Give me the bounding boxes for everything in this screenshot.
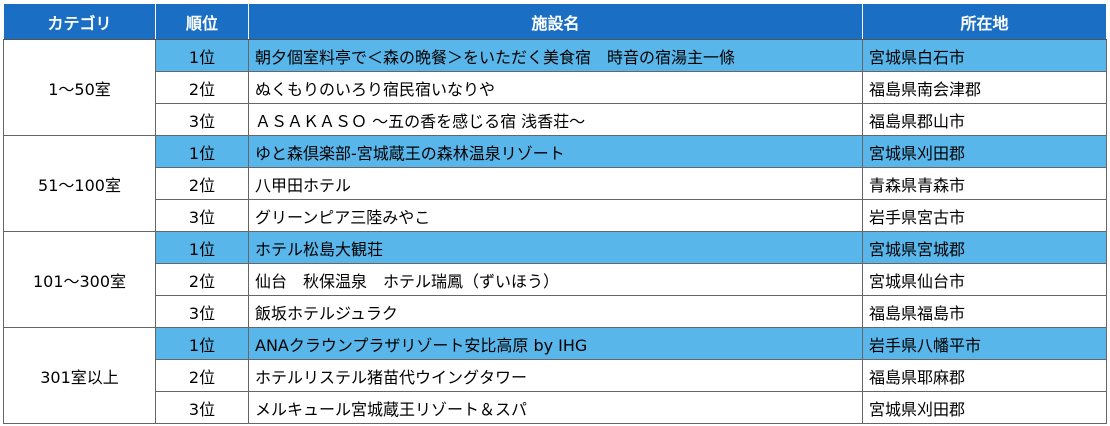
rank-cell: 2位 bbox=[155, 167, 249, 200]
table-row: 2位 ぬくもりのいろり宿民宿いなりや 福島県南会津郡 bbox=[4, 71, 1107, 104]
name-cell: ぬくもりのいろり宿民宿いなりや bbox=[248, 71, 863, 104]
name-cell: ゆと森倶楽部-宮城蔵王の森林温泉リゾート bbox=[248, 135, 863, 168]
category-cell: 51〜100室 bbox=[3, 135, 156, 232]
table-row: 2位 八甲田ホテル 青森県青森市 bbox=[4, 167, 1107, 200]
category-cell: 101〜300室 bbox=[3, 231, 156, 328]
location-cell: 宮城県宮城郡 bbox=[862, 231, 1107, 264]
table-row: 101〜300室 1位 ホテル松島大観荘 宮城県宮城郡 bbox=[3, 231, 1107, 328]
table-row: 3位 ＡＳＡＫＡＳＯ ～五の香を感じる宿 浅香荘～ 福島県郡山市 bbox=[4, 103, 1107, 136]
table-row: 301室以上 1位 ANAクラウンプラザリゾート安比高原 by IHG 岩手県八幡平市 bbox=[3, 327, 1107, 424]
rank-cell: 3位 bbox=[155, 199, 249, 232]
rank-cell: 3位 bbox=[155, 103, 249, 136]
location-cell: 宮城県刈田郡 bbox=[862, 135, 1107, 168]
name-cell: 八甲田ホテル bbox=[248, 167, 863, 200]
rank-cell: 1位 bbox=[155, 39, 249, 72]
name-cell: 飯坂ホテルジュラク bbox=[248, 295, 863, 328]
location-cell: 福島県福島市 bbox=[862, 295, 1107, 328]
rank-cell: 2位 bbox=[155, 71, 249, 104]
name-cell: ＡＳＡＫＡＳＯ ～五の香を感じる宿 浅香荘～ bbox=[248, 103, 863, 136]
location-cell: 岩手県宮古市 bbox=[862, 199, 1107, 232]
location-cell: 青森県青森市 bbox=[862, 167, 1107, 200]
location-cell: 福島県南会津郡 bbox=[862, 71, 1107, 104]
header-cell: 順位 bbox=[155, 3, 249, 40]
rank-cell: 2位 bbox=[155, 263, 249, 296]
table-row: 2位 ホテルリステル猪苗代ウイングタワー 福島県耶麻郡 bbox=[4, 359, 1107, 392]
name-cell: 朝夕個室料亭で＜森の晩餐＞をいただく美食宿 時音の宿湯主一條 bbox=[248, 39, 863, 72]
name-cell: メルキュール宮城蔵王リゾート＆スパ bbox=[248, 391, 863, 424]
table-row: 3位 メルキュール宮城蔵王リゾート＆スパ 宮城県刈田郡 bbox=[4, 391, 1107, 424]
rank-cell: 3位 bbox=[155, 391, 249, 424]
name-cell: グリーンピア三陸みやこ bbox=[248, 199, 863, 232]
table-row: 3位 グリーンピア三陸みやこ 岩手県宮古市 bbox=[4, 199, 1107, 232]
header-cell: 施設名 bbox=[248, 3, 863, 40]
header-row: カテゴリ 順位 施設名 所在地 bbox=[3, 3, 1107, 40]
category-cell: 301室以上 bbox=[3, 327, 156, 424]
rank-cell: 1位 bbox=[155, 327, 249, 360]
location-cell: 宮城県刈田郡 bbox=[862, 391, 1107, 424]
name-cell: ホテル松島大観荘 bbox=[248, 231, 863, 264]
table-row: 51〜100室 1位 ゆと森倶楽部-宮城蔵王の森林温泉リゾート 宮城県刈田郡 bbox=[3, 135, 1107, 232]
rank-cell: 3位 bbox=[155, 295, 249, 328]
name-cell: ANAクラウンプラザリゾート安比高原 by IHG bbox=[248, 327, 863, 360]
rank-cell: 1位 bbox=[155, 231, 249, 264]
header-cell: カテゴリ bbox=[3, 3, 156, 40]
category-cell: 1〜50室 bbox=[3, 39, 156, 136]
table-row: 2位 仙台 秋保温泉 ホテル瑞鳳（ずいほう） 宮城県仙台市 bbox=[4, 263, 1107, 296]
name-cell: 仙台 秋保温泉 ホテル瑞鳳（ずいほう） bbox=[248, 263, 863, 296]
location-cell: 福島県耶麻郡 bbox=[862, 359, 1107, 392]
location-cell: 宮城県仙台市 bbox=[862, 263, 1107, 296]
rank-cell: 1位 bbox=[155, 135, 249, 168]
table-body: 1〜50室 1位 朝夕個室料亭で＜森の晩餐＞をいただく美食宿 時音の宿湯主一條 宮城県… bbox=[3, 39, 1107, 424]
location-cell: 宮城県白石市 bbox=[862, 39, 1107, 72]
name-cell: ホテルリステル猪苗代ウイングタワー bbox=[248, 359, 863, 392]
table-row: 1〜50室 1位 朝夕個室料亭で＜森の晩餐＞をいただく美食宿 時音の宿湯主一條 宮城県… bbox=[3, 39, 1107, 136]
header-cell: 所在地 bbox=[862, 3, 1107, 40]
ranking-table: カテゴリ 順位 施設名 所在地 1〜50室 1位 朝夕個室料亭で＜森の晩餐＞をいただく美食… bbox=[3, 3, 1107, 424]
rank-cell: 2位 bbox=[155, 359, 249, 392]
location-cell: 福島県郡山市 bbox=[862, 103, 1107, 136]
location-cell: 岩手県八幡平市 bbox=[862, 327, 1107, 360]
table-row: 3位 飯坂ホテルジュラク 福島県福島市 bbox=[4, 295, 1107, 328]
